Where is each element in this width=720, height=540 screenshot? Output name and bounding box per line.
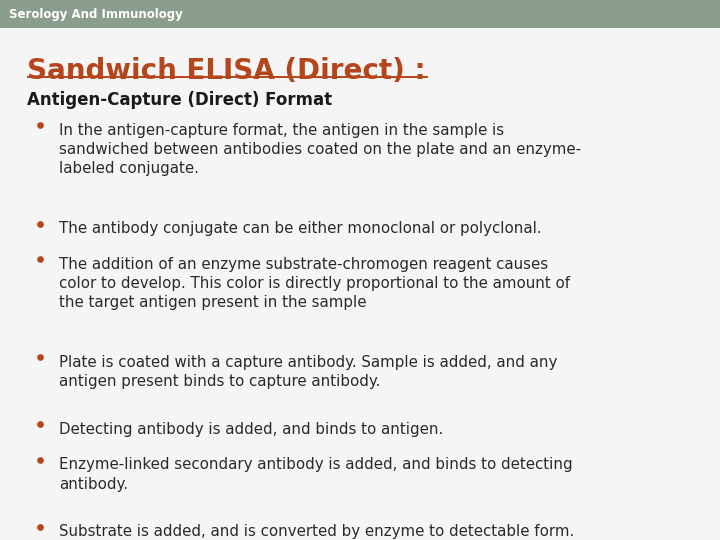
Text: In the antigen-capture format, the antigen in the sample is
sandwiched between a: In the antigen-capture format, the antig…: [59, 123, 581, 176]
Text: Substrate is added, and is converted by enzyme to detectable form.: Substrate is added, and is converted by …: [59, 524, 575, 539]
Text: Enzyme-linked secondary antibody is added, and binds to detecting
antibody.: Enzyme-linked secondary antibody is adde…: [59, 457, 572, 491]
Text: The addition of an enzyme substrate-chromogen reagent causes
color to develop. T: The addition of an enzyme substrate-chro…: [59, 256, 570, 310]
Text: Serology And Immunology: Serology And Immunology: [9, 8, 182, 21]
Text: Sandwich ELISA (Direct) :: Sandwich ELISA (Direct) :: [27, 57, 426, 85]
Bar: [0, 0, 720, 28]
Text: Plate is coated with a capture antibody. Sample is added, and any
antigen presen: Plate is coated with a capture antibody.…: [59, 355, 557, 389]
Text: Antigen-Capture (Direct) Format: Antigen-Capture (Direct) Format: [27, 91, 333, 109]
Text: Detecting antibody is added, and binds to antigen.: Detecting antibody is added, and binds t…: [59, 422, 444, 437]
Text: The antibody conjugate can be either monoclonal or polyclonal.: The antibody conjugate can be either mon…: [59, 221, 541, 236]
